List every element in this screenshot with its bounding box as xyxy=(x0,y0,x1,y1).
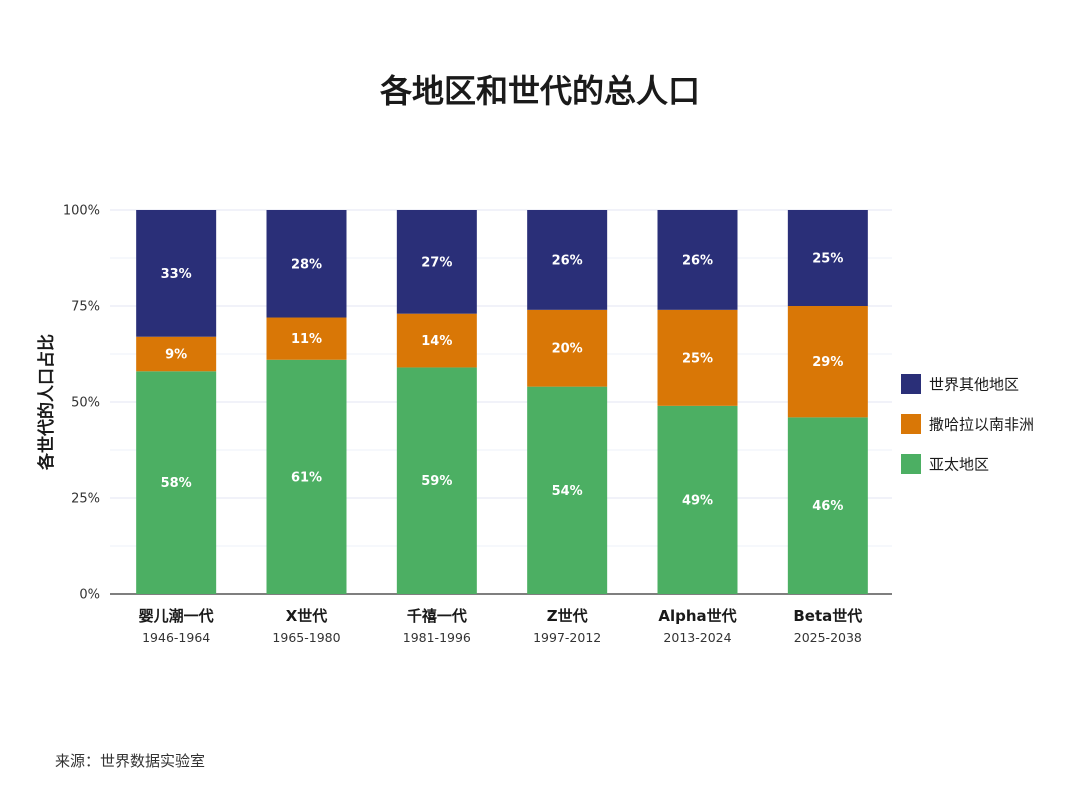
bar-segment xyxy=(787,417,868,594)
x-category-label: 婴儿潮一代 xyxy=(139,607,214,625)
data-label: 11% xyxy=(291,332,322,347)
bar-segment xyxy=(396,210,477,314)
legend-swatch xyxy=(901,454,921,474)
x-category-label: Beta世代 xyxy=(793,607,862,625)
chart-title: 各地区和世代的总人口 xyxy=(379,72,700,110)
bars: 58% 9% 33% 61% 11% 28% 59% 14% 27% 54% 20% 26% 49% 25… xyxy=(136,210,868,594)
data-label: 20% xyxy=(552,342,583,357)
y-tick-label: 75% xyxy=(71,300,100,315)
data-label: 49% xyxy=(682,493,713,508)
x-category-years: 2013-2024 xyxy=(663,630,731,645)
bar-segment xyxy=(136,210,217,337)
bar-segment xyxy=(527,309,608,387)
grid-lines xyxy=(110,209,892,595)
legend-label: 世界其他地区 xyxy=(929,376,1019,394)
bar-segment xyxy=(266,317,347,360)
bar-segment xyxy=(657,309,738,406)
data-label: 26% xyxy=(552,253,583,268)
bar-segment xyxy=(136,336,217,372)
y-axis-label: 各世代的人口占比 xyxy=(36,334,57,471)
bar-segment xyxy=(396,367,477,594)
y-tick-label: 50% xyxy=(71,396,100,411)
x-category-years: 1997-2012 xyxy=(533,630,601,645)
bar-segment xyxy=(787,306,868,418)
data-label: 27% xyxy=(421,255,452,270)
y-tick-label: 25% xyxy=(71,492,100,507)
x-category-years: 1981-1996 xyxy=(403,630,471,645)
x-category-years: 2025-2038 xyxy=(794,630,862,645)
x-category-years: 1965-1980 xyxy=(272,630,340,645)
data-label: 28% xyxy=(291,257,322,272)
data-label: 25% xyxy=(682,351,713,366)
legend-swatch xyxy=(901,414,921,434)
data-label: 58% xyxy=(161,476,192,491)
x-category-years: 1946-1964 xyxy=(142,630,210,645)
x-category-label: X世代 xyxy=(286,607,328,625)
data-label: 9% xyxy=(165,348,187,363)
legend-label: 亚太地区 xyxy=(929,456,989,474)
bar-segment xyxy=(657,210,738,310)
bar-segment xyxy=(266,359,347,594)
data-label: 46% xyxy=(812,499,843,514)
legend-swatch xyxy=(901,374,921,394)
y-tick-label: 0% xyxy=(79,588,100,603)
bar-segment xyxy=(527,386,608,594)
data-label: 14% xyxy=(421,334,452,349)
data-label: 59% xyxy=(421,474,452,489)
data-label: 26% xyxy=(682,253,713,268)
legend-label: 撒哈拉以南非洲 xyxy=(929,416,1034,434)
bar-segment xyxy=(396,313,477,368)
x-axis-labels: 婴儿潮一代 1946-1964 X世代 1965-1980 千禧一代 1981-1996 Z… xyxy=(139,607,863,645)
bar-segment xyxy=(787,210,868,306)
bar-segment xyxy=(657,405,738,594)
bar-segment xyxy=(136,371,217,594)
bar-segment xyxy=(527,210,608,310)
source-note: 来源：世界数据实验室 xyxy=(55,752,206,770)
data-label: 33% xyxy=(161,267,192,282)
data-label: 25% xyxy=(812,252,843,267)
y-tick-label: 100% xyxy=(63,204,100,219)
data-label: 61% xyxy=(291,470,322,485)
x-category-label: Alpha世代 xyxy=(658,607,736,625)
x-category-label: 千禧一代 xyxy=(407,607,467,625)
data-label: 54% xyxy=(552,484,583,499)
x-category-label: Z世代 xyxy=(547,607,588,625)
bar-segment xyxy=(266,210,347,318)
data-label: 29% xyxy=(812,355,843,370)
y-axis: 0% 25% 50% 75% 100% xyxy=(63,204,100,603)
